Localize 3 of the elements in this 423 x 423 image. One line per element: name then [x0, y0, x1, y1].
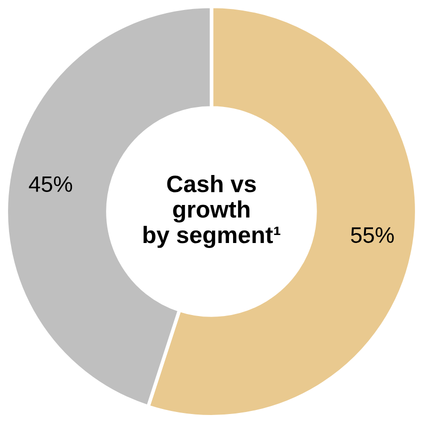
data-label: 55%	[351, 227, 394, 243]
data-label: 45%	[28, 176, 72, 192]
text: Cash vs growth by segment¹	[144, 174, 280, 248]
